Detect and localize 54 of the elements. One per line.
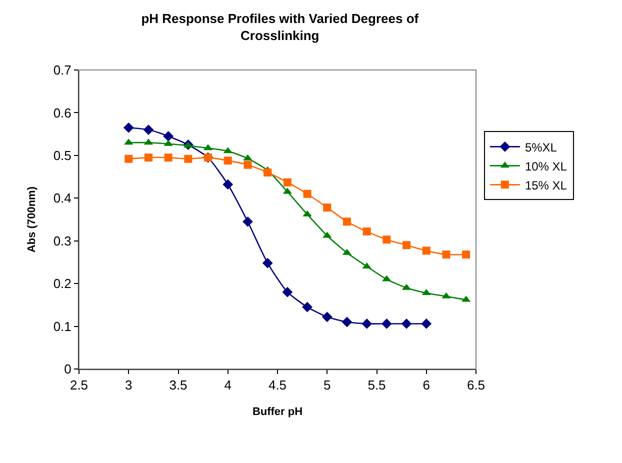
point [462, 250, 470, 259]
point [422, 246, 430, 255]
y-tick-label: 0 [64, 362, 72, 377]
y-tick-label: 0.3 [53, 233, 72, 248]
legend-label: 10% XL [524, 159, 568, 174]
point [421, 318, 432, 329]
point [143, 124, 154, 135]
point [402, 241, 411, 250]
point [342, 218, 351, 226]
x-tick-label: 5 [324, 378, 331, 393]
x-tick-label: 4 [224, 378, 232, 393]
point [282, 286, 293, 298]
x-axis-title: Buffer pH [252, 406, 303, 418]
point [302, 302, 312, 312]
point [362, 318, 372, 329]
point [381, 318, 392, 329]
point [124, 154, 133, 163]
x-tick-label: 5.5 [368, 378, 386, 393]
point [442, 250, 450, 259]
y-tick-label: 0.1 [53, 318, 72, 334]
x-tick-label: 2.5 [70, 378, 88, 393]
point [264, 168, 272, 177]
x-tick-label: 6 [422, 378, 430, 393]
chart-title: pH Response Profiles with Varied Degrees of Crosslinking [141, 11, 420, 44]
y-tick-label: 0.6 [53, 105, 72, 120]
y-axis-title: Abs (700nm) [26, 186, 38, 253]
point [144, 154, 152, 162]
point [283, 178, 292, 186]
y-tick-label: 0.7 [53, 62, 72, 78]
y-tick-label: 0.2 [53, 276, 72, 292]
legend-label: 5%XL [524, 140, 558, 154]
point [222, 179, 234, 190]
x-tick-label: 3 [125, 378, 132, 393]
y-tick-label: 0.5 [53, 148, 72, 163]
y-tick-label: 0.4 [53, 190, 72, 206]
x-tick-label: 6.5 [466, 378, 486, 393]
point [123, 122, 134, 133]
x-tick-label: 3.5 [169, 378, 188, 393]
point [323, 204, 332, 212]
point [164, 154, 172, 162]
point [322, 312, 332, 322]
point [342, 316, 352, 328]
point [401, 318, 412, 329]
point [184, 154, 192, 163]
point [244, 160, 252, 169]
point [163, 131, 174, 142]
point [242, 216, 253, 227]
point [262, 258, 273, 268]
x-tick-label: 4.5 [268, 378, 287, 393]
point [303, 190, 312, 198]
point [224, 156, 232, 165]
point [362, 227, 371, 236]
legend-label: 15% XL [524, 178, 568, 192]
point [382, 236, 391, 244]
